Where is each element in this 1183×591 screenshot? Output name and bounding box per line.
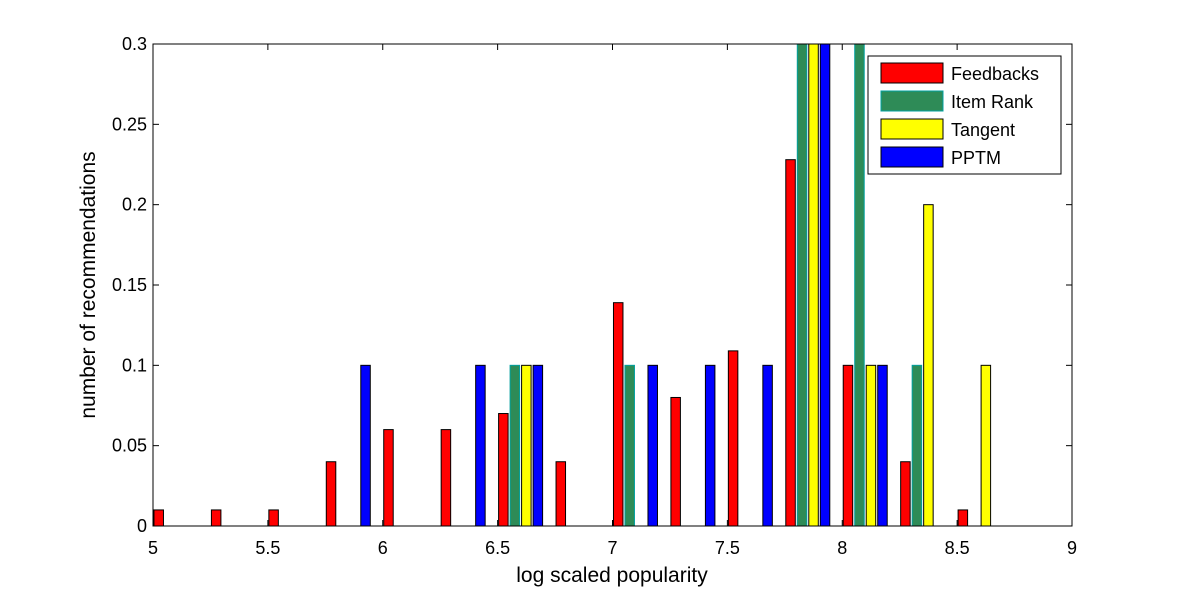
bar-feedbacks xyxy=(900,461,911,527)
bar-tangent xyxy=(980,364,992,527)
bar-item-rank xyxy=(796,43,808,527)
bar-pptm xyxy=(475,364,486,527)
legend-label: Tangent xyxy=(951,120,1015,140)
bar-pptm xyxy=(877,364,888,527)
bar-feedbacks xyxy=(383,429,394,527)
y-tick-label: 0 xyxy=(137,516,147,536)
bar-feedbacks xyxy=(325,461,337,527)
bar-tangent xyxy=(923,204,934,527)
bar-tangent xyxy=(521,364,532,527)
bar-pptm xyxy=(704,364,716,527)
x-tick-label: 5.5 xyxy=(255,538,280,558)
bar-pptm xyxy=(360,364,371,527)
y-axis-ticks: 0 0.05 0.1 0.15 0.2 0.25 0.3 xyxy=(112,34,1072,536)
y-tick-label: 0.15 xyxy=(112,275,147,295)
x-axis-ticks: 5 5.5 6 6.5 7 7.5 8 8.5 9 xyxy=(148,44,1077,558)
bar-feedbacks xyxy=(153,509,164,527)
legend-swatch xyxy=(880,90,944,112)
bar-feedbacks xyxy=(842,364,854,527)
y-tick-label: 0.2 xyxy=(122,195,147,215)
bar-item-rank xyxy=(911,364,923,527)
bars-layer xyxy=(153,43,992,527)
bar-feedbacks xyxy=(555,461,567,527)
bar-item-rank xyxy=(509,364,521,527)
bar-pptm xyxy=(762,364,773,527)
bar-pptm xyxy=(532,364,544,527)
bar-feedbacks xyxy=(785,159,796,527)
bar-feedbacks xyxy=(670,396,681,527)
y-tick-label: 0.3 xyxy=(122,34,147,54)
legend-label: Feedbacks xyxy=(951,64,1039,84)
y-tick-label: 0.1 xyxy=(122,355,147,375)
x-tick-label: 8.5 xyxy=(945,538,970,558)
y-axis-label: number of recommendations xyxy=(77,151,100,418)
bar-feedbacks xyxy=(612,302,624,527)
x-axis-label: log scaled popularity xyxy=(516,564,708,587)
bar-feedbacks xyxy=(498,413,509,527)
x-tick-label: 7.5 xyxy=(715,538,740,558)
bar-feedbacks xyxy=(957,509,969,527)
legend-label: Item Rank xyxy=(951,92,1034,112)
bar-tangent xyxy=(865,364,877,527)
bar-tangent xyxy=(808,43,819,527)
legend-swatch xyxy=(880,118,944,140)
x-tick-label: 6.5 xyxy=(485,538,510,558)
x-tick-label: 6 xyxy=(378,538,388,558)
bar-pptm xyxy=(819,43,831,527)
bar-item-rank xyxy=(624,364,635,527)
y-tick-label: 0.05 xyxy=(112,436,147,456)
legend-swatch xyxy=(880,146,944,168)
x-tick-label: 8 xyxy=(837,538,847,558)
legend-swatch xyxy=(880,62,944,84)
bar-feedbacks xyxy=(268,509,279,527)
x-tick-label: 7 xyxy=(607,538,617,558)
x-tick-label: 9 xyxy=(1067,538,1077,558)
bar-feedbacks xyxy=(210,509,222,527)
x-tick-label: 5 xyxy=(148,538,158,558)
bar-feedbacks xyxy=(440,429,452,527)
bar-pptm xyxy=(647,364,658,527)
bar-feedbacks xyxy=(727,350,739,527)
bar-item-rank xyxy=(854,43,865,527)
legend: Feedbacks Item Rank Tangent PPTM xyxy=(867,55,1062,175)
legend-label: PPTM xyxy=(951,148,1001,168)
y-tick-label: 0.25 xyxy=(112,114,147,134)
